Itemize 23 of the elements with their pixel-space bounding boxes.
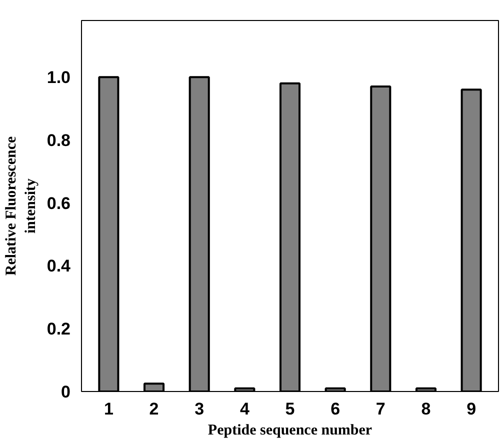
y-axis-title: Relative Fluorescence intensity <box>4 136 39 276</box>
x-tick-label: 9 <box>466 400 476 418</box>
x-tick-label: 1 <box>104 400 114 418</box>
y-tick-label: 1.0 <box>46 68 71 88</box>
x-tick-label: 6 <box>330 400 340 418</box>
bar <box>460 88 482 392</box>
bar <box>144 382 165 392</box>
bar <box>279 82 301 392</box>
x-tick-label: 5 <box>285 400 295 418</box>
y-tick-label: 0.2 <box>46 320 71 339</box>
x-tick-label: 3 <box>194 400 204 418</box>
bar <box>188 76 210 392</box>
x-axis-title: Peptide sequence number <box>208 422 372 438</box>
x-tick-label: 4 <box>240 400 250 418</box>
bar <box>370 86 392 392</box>
bar <box>98 76 120 392</box>
x-tick-label: 7 <box>376 400 386 418</box>
y-tick-label: 0.8 <box>46 130 71 150</box>
x-tick-label: 2 <box>149 400 159 418</box>
y-tick-label: 0.4 <box>46 256 72 276</box>
x-tick-label: 8 <box>421 400 431 418</box>
y-tick-label: 0.6 <box>46 194 71 213</box>
y-tick-label: 0 <box>61 382 71 402</box>
